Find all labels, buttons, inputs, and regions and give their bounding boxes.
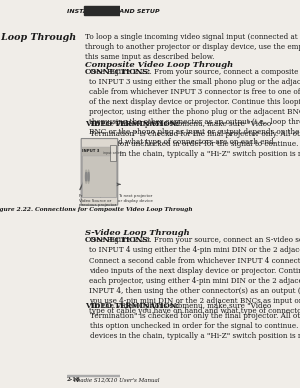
Bar	[110, 145, 116, 161]
Text: From Composite
Video Source or
previous projector: From Composite Video Source or previous …	[79, 194, 117, 207]
Text: INSTALLATION AND SETUP: INSTALLATION AND SETUP	[67, 9, 160, 14]
Text: Figure 2.22. Connections for Composite Video Loop Through: Figure 2.22. Connections for Composite V…	[0, 207, 193, 212]
Text: VIDEO TERMINATION:: VIDEO TERMINATION:	[85, 120, 179, 128]
Text: In the Video Options submenu, make sure "Video
Termination" is checked for only : In the Video Options submenu, make sure …	[90, 302, 300, 340]
Text: CONNECTIONS:: CONNECTIONS:	[85, 236, 151, 244]
Text: INPUT 3: INPUT 3	[82, 149, 99, 153]
Text: Roadie S12/X10 User's Manual: Roadie S12/X10 User's Manual	[74, 377, 160, 382]
FancyBboxPatch shape	[81, 139, 118, 205]
Text: Video Loop Through: Video Loop Through	[0, 33, 76, 42]
Bar	[82, 147, 116, 156]
Text: 2-18: 2-18	[67, 377, 81, 382]
Circle shape	[85, 172, 87, 181]
Text: In the Video Options submenu, make sure "Video
Termination" is checked for the f: In the Video Options submenu, make sure …	[90, 120, 300, 158]
Circle shape	[88, 170, 89, 184]
Circle shape	[88, 172, 89, 181]
Text: See Figure 2.22. From your source, connect a composite video signal
to INPUT 3 u: See Figure 2.22. From your source, conne…	[89, 68, 300, 146]
Text: To next projector
or display device: To next projector or display device	[118, 194, 153, 203]
Bar	[84, 6, 120, 15]
Circle shape	[85, 170, 87, 184]
Text: Composite Video Loop Through: Composite Video Loop Through	[85, 61, 233, 69]
Text: input select: input select	[103, 151, 123, 155]
Text: See Figure 2.23. From your source, connect an S-video source signal
to INPUT 4 u: See Figure 2.23. From your source, conne…	[89, 236, 300, 315]
Bar	[82, 152, 116, 197]
Text: CONNECTIONS:: CONNECTIONS:	[85, 68, 151, 76]
Text: VIDEO TERMINATION:: VIDEO TERMINATION:	[85, 302, 179, 310]
Text: S-Video Loop Through: S-Video Loop Through	[85, 229, 190, 237]
Text: To loop a single incoming video signal input (connected at the video decoder)
th: To loop a single incoming video signal i…	[85, 33, 300, 61]
